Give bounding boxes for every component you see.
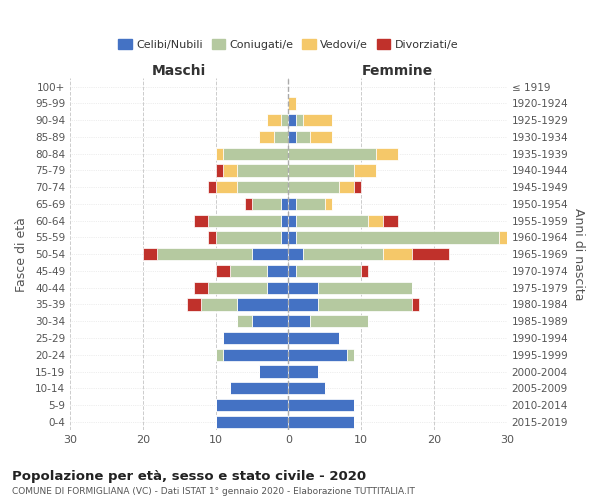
Bar <box>289 265 296 277</box>
Bar <box>296 198 325 210</box>
Bar <box>289 366 317 378</box>
Bar <box>201 298 238 310</box>
Bar <box>383 214 398 227</box>
Bar <box>289 348 347 361</box>
Bar <box>296 265 361 277</box>
Bar <box>289 399 354 411</box>
Bar <box>208 282 266 294</box>
Bar <box>245 198 252 210</box>
Bar <box>289 382 325 394</box>
Bar <box>376 148 398 160</box>
Bar <box>310 315 368 328</box>
Text: Popolazione per età, sesso e stato civile - 2020: Popolazione per età, sesso e stato civil… <box>12 470 366 483</box>
Bar <box>289 248 303 260</box>
Bar <box>317 298 412 310</box>
Bar <box>354 164 376 176</box>
Bar <box>289 148 376 160</box>
Text: Maschi: Maschi <box>152 64 206 78</box>
Bar <box>194 282 208 294</box>
Bar <box>157 248 252 260</box>
Bar <box>215 265 230 277</box>
Bar <box>281 214 289 227</box>
Bar <box>289 131 296 143</box>
Bar <box>208 232 215 243</box>
Bar <box>259 131 274 143</box>
Bar <box>383 248 412 260</box>
Bar <box>296 114 303 126</box>
Bar <box>252 248 289 260</box>
Y-axis label: Anni di nascita: Anni di nascita <box>572 208 585 300</box>
Bar <box>194 214 208 227</box>
Bar <box>266 282 289 294</box>
Bar <box>252 198 281 210</box>
Bar <box>223 332 289 344</box>
Bar <box>289 298 317 310</box>
Bar <box>215 232 281 243</box>
Bar <box>215 164 223 176</box>
Bar <box>281 232 289 243</box>
Bar <box>289 416 354 428</box>
Bar <box>289 164 354 176</box>
Bar <box>361 265 368 277</box>
Bar <box>289 114 296 126</box>
Bar <box>412 248 449 260</box>
Bar <box>215 148 223 160</box>
Bar <box>266 265 289 277</box>
Bar <box>303 248 383 260</box>
Bar <box>238 315 252 328</box>
Bar <box>289 332 340 344</box>
Bar <box>296 131 310 143</box>
Bar <box>215 348 223 361</box>
Text: Femmine: Femmine <box>362 64 433 78</box>
Bar <box>230 382 289 394</box>
Bar <box>499 232 507 243</box>
Bar <box>215 416 289 428</box>
Bar <box>340 181 354 194</box>
Bar <box>289 315 310 328</box>
Bar <box>296 232 499 243</box>
Bar <box>187 298 201 310</box>
Bar <box>223 348 289 361</box>
Bar <box>208 214 281 227</box>
Bar <box>215 181 238 194</box>
Bar <box>274 131 289 143</box>
Legend: Celibi/Nubili, Coniugati/e, Vedovi/e, Divorziati/e: Celibi/Nubili, Coniugati/e, Vedovi/e, Di… <box>114 34 463 54</box>
Bar <box>143 248 157 260</box>
Bar <box>368 214 383 227</box>
Bar <box>303 114 332 126</box>
Bar <box>238 181 289 194</box>
Bar <box>208 181 215 194</box>
Bar <box>354 181 361 194</box>
Bar <box>289 232 296 243</box>
Text: COMUNE DI FORMIGLIANA (VC) - Dati ISTAT 1° gennaio 2020 - Elaborazione TUTTITALI: COMUNE DI FORMIGLIANA (VC) - Dati ISTAT … <box>12 488 415 496</box>
Bar <box>223 148 289 160</box>
Bar <box>289 181 340 194</box>
Bar <box>238 164 289 176</box>
Bar <box>252 315 289 328</box>
Bar <box>317 282 412 294</box>
Bar <box>296 214 368 227</box>
Y-axis label: Fasce di età: Fasce di età <box>15 217 28 292</box>
Bar <box>289 282 317 294</box>
Bar <box>289 198 296 210</box>
Bar <box>325 198 332 210</box>
Bar <box>412 298 419 310</box>
Bar <box>281 114 289 126</box>
Bar <box>259 366 289 378</box>
Bar <box>347 348 354 361</box>
Bar <box>238 298 289 310</box>
Bar <box>310 131 332 143</box>
Bar <box>230 265 266 277</box>
Bar <box>223 164 238 176</box>
Bar <box>289 98 296 110</box>
Bar <box>215 399 289 411</box>
Bar <box>281 198 289 210</box>
Bar <box>266 114 281 126</box>
Bar <box>289 214 296 227</box>
